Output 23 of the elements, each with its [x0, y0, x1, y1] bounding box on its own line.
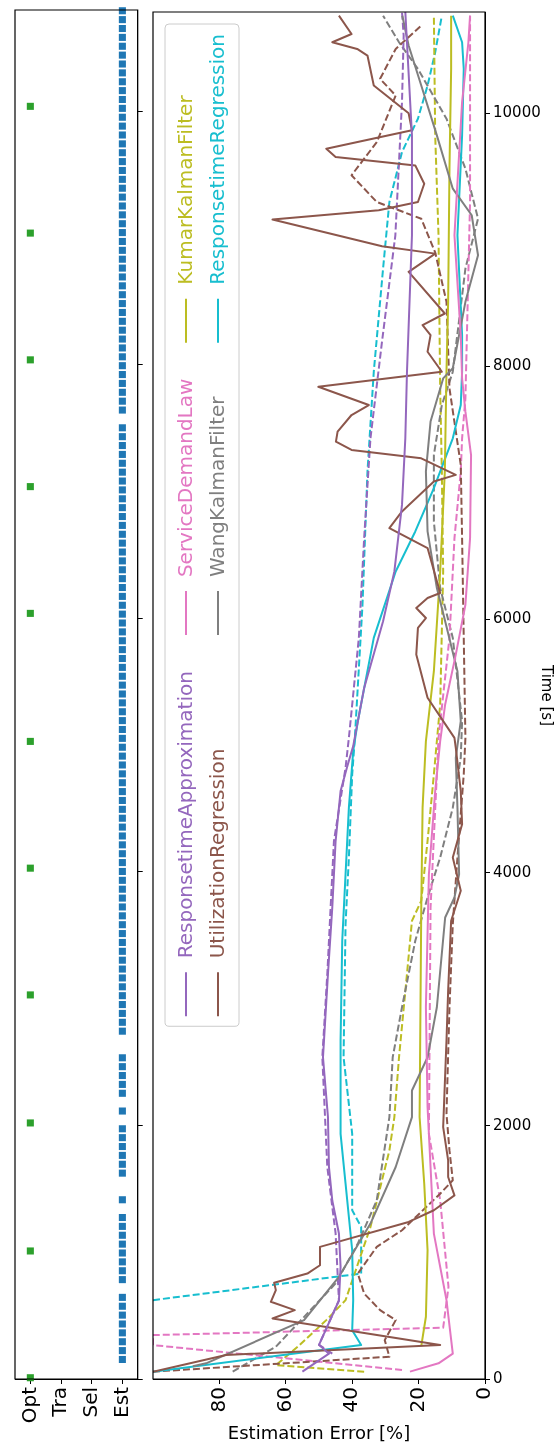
x-tick-label: Est — [108, 1386, 133, 1418]
x-tick-label: Tra — [47, 1387, 72, 1418]
x-axis-title: Estimation Error [%] — [227, 1421, 411, 1443]
x-tick-label: Opt — [16, 1386, 41, 1424]
x-tick-label: 0 — [471, 1387, 496, 1400]
text: KumarKalmanFilter — [173, 94, 198, 285]
y-tick-label: 4000 — [493, 862, 532, 881]
y-tick-label: 10000 — [493, 103, 541, 122]
x-tick-label: 60 — [272, 1387, 296, 1413]
text: ResponsetimeApproximation — [173, 671, 198, 959]
text: ResponsetimeRegression — [205, 33, 230, 285]
x-tick-label: Sel — [77, 1387, 102, 1418]
y-tick-label: 8000 — [493, 356, 532, 375]
x-tick-label: 80 — [205, 1387, 230, 1413]
x-tick-label: 20 — [404, 1387, 429, 1413]
y-tick-label: 2000 — [493, 1115, 532, 1134]
y-tick-label: 6000 — [493, 609, 532, 628]
text: WangKalmanFilter — [205, 395, 230, 578]
y-tick-label: 0 — [493, 1368, 503, 1387]
x-tick-label: 40 — [338, 1387, 363, 1413]
y-axis-title: Time [s] — [538, 664, 557, 726]
text: UtilizationRegression — [205, 748, 230, 959]
text: ServiceDemandLaw — [173, 378, 198, 578]
